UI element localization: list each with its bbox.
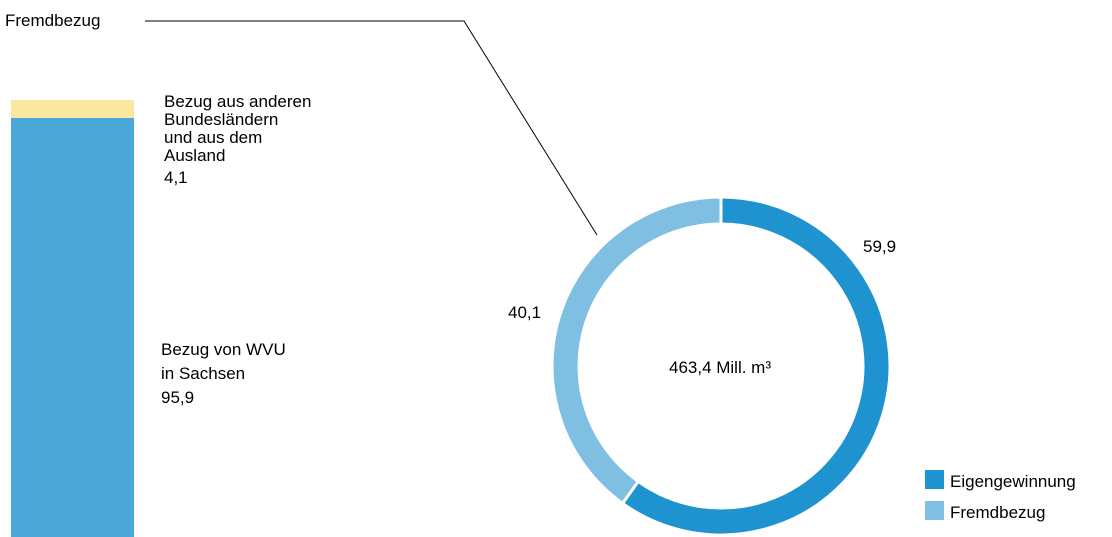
bar-segment-other-states: [11, 100, 134, 118]
bar-value-other-states: 4,1: [164, 168, 188, 187]
slice-value-fremdbezug: 40,1: [508, 303, 541, 322]
donut-center-label: 463,4 Mill. m³: [669, 358, 771, 377]
donut-slice-eigengewinnung: [620, 195, 892, 537]
bar-label-other-states: Bezug aus anderen Bundesländern und aus …: [164, 92, 316, 187]
connector-line: [145, 20, 598, 236]
donut-slice-fremdbezug: [550, 195, 723, 506]
legend: Eigengewinnung Fremdbezug: [925, 470, 1076, 522]
bar-segment-sachsen: [11, 117, 134, 537]
bar-label-other-line-1: Bezug aus anderen: [164, 92, 311, 111]
bar-label-sachsen: Bezug von WVU in Sachsen 95,9: [161, 340, 290, 407]
bar-value-sachsen: 95,9: [161, 388, 194, 407]
legend-label-eigengewinnung: Eigengewinnung: [950, 472, 1076, 491]
legend-swatch-fremdbezug: [925, 501, 944, 520]
stacked-bar: [11, 100, 134, 537]
bar-label-other-line-3: und aus dem: [164, 128, 262, 147]
donut-chart: [550, 195, 892, 537]
legend-label-fremdbezug: Fremdbezug: [950, 503, 1045, 522]
connector-label: Fremdbezug: [5, 11, 100, 30]
slice-value-eigengewinnung: 59,9: [863, 237, 896, 256]
legend-swatch-eigengewinnung: [925, 470, 944, 489]
bar-label-sachsen-line-1: Bezug von WVU: [161, 340, 286, 359]
bar-label-other-line-4: Ausland: [164, 146, 225, 165]
bar-label-other-line-2: Bundesländern: [164, 110, 278, 129]
bar-label-sachsen-line-2: in Sachsen: [161, 364, 245, 383]
